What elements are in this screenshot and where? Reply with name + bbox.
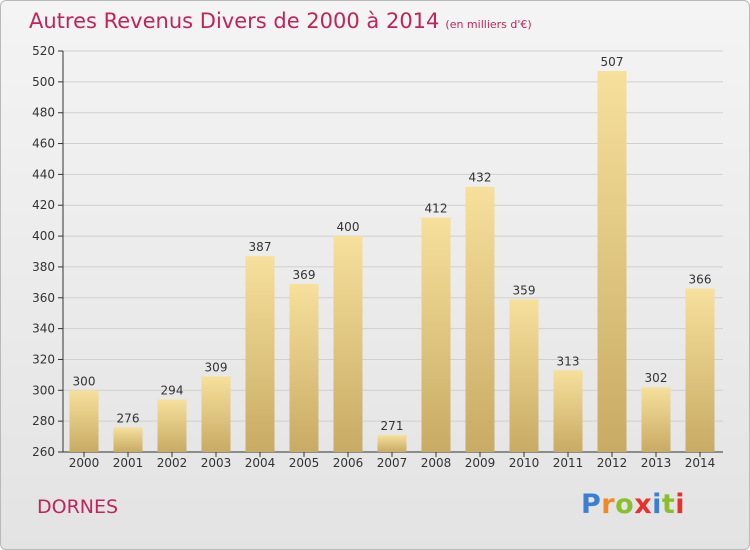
logo-letter: t (661, 489, 676, 520)
data-label: 400 (337, 220, 360, 234)
x-tick-label: 2003 (201, 456, 232, 470)
y-tick-label: 480 (32, 106, 55, 120)
bar (69, 390, 99, 452)
x-tick-label: 2002 (157, 456, 188, 470)
bar (245, 256, 275, 452)
data-label: 387 (249, 240, 272, 254)
y-tick-label: 420 (32, 198, 55, 212)
proxiti-logo: Proxiti (581, 489, 685, 520)
x-tick-label: 2014 (685, 456, 716, 470)
y-tick-label: 320 (32, 352, 55, 366)
data-label: 313 (557, 354, 580, 368)
data-label: 276 (117, 411, 140, 425)
y-tick-label: 460 (32, 137, 55, 151)
x-tick-label: 2001 (113, 456, 144, 470)
data-label: 271 (381, 419, 404, 433)
bar (201, 376, 231, 452)
y-tick-label: 360 (32, 291, 55, 305)
x-tick-label: 2010 (509, 456, 540, 470)
logo-letter: P (581, 489, 602, 520)
logo-letter: i (675, 489, 686, 520)
data-label: 359 (513, 283, 536, 297)
bar (685, 288, 715, 452)
x-tick-label: 2013 (641, 456, 672, 470)
x-tick-label: 2000 (69, 456, 100, 470)
bar (597, 71, 627, 453)
bar (553, 370, 583, 452)
x-tick-label: 2006 (333, 456, 364, 470)
data-label: 302 (645, 371, 668, 385)
y-tick-label: 300 (32, 383, 55, 397)
y-tick-label: 280 (32, 414, 55, 428)
logo-letter: o (615, 489, 635, 520)
data-label: 309 (205, 360, 228, 374)
y-tick-label: 440 (32, 167, 55, 181)
data-label: 432 (469, 171, 492, 185)
chart-unit: (en milliers d'€) (445, 18, 532, 31)
chart-title: Autres Revenus Divers de 2000 à 2014 (en … (29, 9, 532, 33)
bar (421, 217, 451, 452)
bar (641, 387, 671, 452)
bar (289, 283, 319, 452)
bar (157, 399, 187, 452)
chart-title-text: Autres Revenus Divers de 2000 à 2014 (29, 9, 440, 33)
y-tick-label: 520 (32, 44, 55, 58)
x-tick-label: 2011 (553, 456, 584, 470)
bar (509, 299, 539, 452)
bar (377, 435, 407, 452)
data-label: 507 (601, 55, 624, 69)
x-tick-label: 2004 (245, 456, 276, 470)
y-tick-label: 340 (32, 322, 55, 336)
logo-letter: x (634, 489, 653, 520)
logo-letter: i (652, 489, 662, 520)
y-tick-label: 400 (32, 229, 55, 243)
x-tick-label: 2012 (597, 456, 628, 470)
data-label: 366 (689, 273, 712, 287)
bar (465, 186, 495, 452)
data-label: 412 (425, 202, 448, 216)
x-tick-label: 2008 (421, 456, 452, 470)
y-tick-label: 380 (32, 260, 55, 274)
logo-letter: r (601, 489, 616, 520)
data-label: 300 (73, 374, 96, 388)
y-tick-label: 500 (32, 75, 55, 89)
y-tick-label: 260 (32, 445, 55, 459)
bar (113, 427, 143, 452)
data-label: 294 (161, 384, 184, 398)
x-tick-label: 2007 (377, 456, 408, 470)
x-tick-label: 2009 (465, 456, 496, 470)
town-name: DORNES (37, 496, 119, 518)
x-tick-label: 2005 (289, 456, 320, 470)
data-label: 369 (293, 268, 316, 282)
bar (333, 236, 363, 452)
